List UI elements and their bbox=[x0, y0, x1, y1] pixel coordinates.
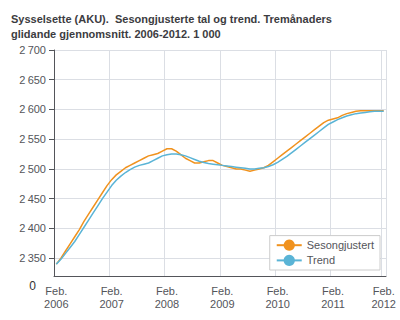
svg-text:2 400: 2 400 bbox=[19, 222, 46, 234]
svg-text:0: 0 bbox=[29, 279, 36, 293]
svg-text:Feb.: Feb. bbox=[101, 285, 123, 297]
svg-text:2 450: 2 450 bbox=[19, 193, 46, 205]
svg-text:Feb.: Feb. bbox=[267, 285, 289, 297]
svg-text:Feb.: Feb. bbox=[322, 285, 344, 297]
svg-text:2006: 2006 bbox=[44, 298, 68, 310]
svg-text:Sesongjustert: Sesongjustert bbox=[307, 239, 374, 251]
svg-text:2 550: 2 550 bbox=[19, 133, 46, 145]
svg-text:2008: 2008 bbox=[155, 298, 179, 310]
svg-text:Feb.: Feb. bbox=[373, 285, 395, 297]
svg-text:2011: 2011 bbox=[321, 298, 345, 310]
svg-text:Sysselsette (AKU). Sesongjust: Sysselsette (AKU). Sesongjusterte tal og… bbox=[11, 13, 332, 25]
svg-text:2007: 2007 bbox=[99, 298, 123, 310]
svg-text:2 500: 2 500 bbox=[19, 163, 46, 175]
svg-text:2009: 2009 bbox=[210, 298, 234, 310]
svg-text:2 350: 2 350 bbox=[19, 252, 46, 264]
svg-text:Feb.: Feb. bbox=[156, 285, 178, 297]
svg-text:2 600: 2 600 bbox=[19, 103, 46, 115]
svg-text:Trend: Trend bbox=[307, 254, 335, 266]
svg-text:2 700: 2 700 bbox=[19, 44, 46, 56]
svg-text:glidande gjennomsnitt. 2006-20: glidande gjennomsnitt. 2006-2012. 1 000 bbox=[11, 28, 221, 40]
svg-text:2010: 2010 bbox=[265, 298, 289, 310]
svg-text:Feb.: Feb. bbox=[45, 285, 67, 297]
svg-text:Feb.: Feb. bbox=[211, 285, 233, 297]
svg-text:2012: 2012 bbox=[371, 298, 395, 310]
svg-text:2 650: 2 650 bbox=[19, 74, 46, 86]
